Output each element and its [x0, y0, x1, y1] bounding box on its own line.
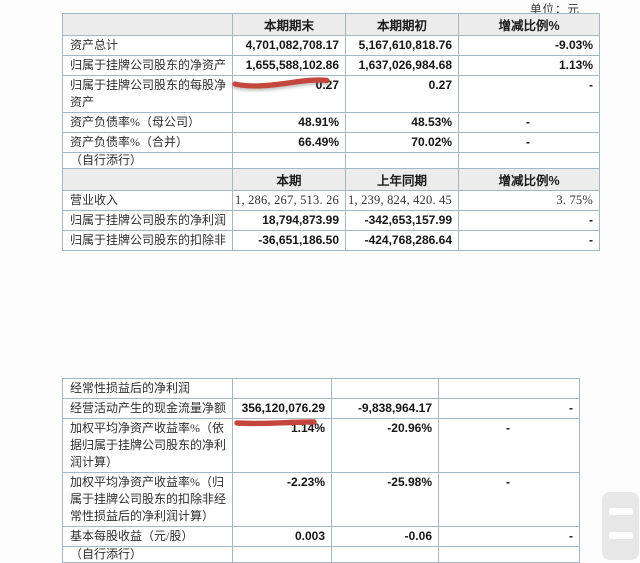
cell-period-begin: 48.53% [345, 112, 459, 133]
cell-change [438, 378, 580, 399]
table-row-net-assets-per-share: 归属于挂牌公司股东的每股净资产 0.27 0.27 - [62, 75, 600, 113]
table-row-placeholder: （自行添行） [62, 546, 580, 563]
col-header-change-ratio: 增减比例% [458, 13, 600, 36]
row-label: 归属于挂牌公司股东的净利润 [62, 210, 233, 231]
metrics-table: 经常性损益后的净利润 经营活动产生的现金流量净额 356,120,076.29 … [62, 378, 580, 563]
row-label: 加权平均净资产收益率%（归属于挂牌公司股东的扣除非经常性损益后的净利润计算） [62, 472, 233, 527]
cell-current: 18,794,873.99 [232, 210, 346, 231]
menu-bar-icon [609, 532, 633, 539]
row-label: 归属于挂牌公司股东的每股净资产 [62, 75, 233, 113]
cell-change [458, 152, 600, 169]
row-label: 资产负债率%（母公司） [62, 112, 233, 133]
col-header-period-end: 本期期末 [232, 13, 346, 36]
table-row-net-profit: 归属于挂牌公司股东的净利润 18,794,873.99 -342,653,157… [62, 210, 600, 231]
balance-income-summary-table: 本期期末 本期期初 增减比例% 资产总计 4,701,082,708.17 5,… [62, 13, 600, 251]
row-label: 加权平均净资产收益率%（依据归属于挂牌公司股东的净利润计算） [62, 418, 233, 473]
row-label: 经营活动产生的现金流量净额 [62, 398, 233, 419]
cell-change: - [458, 230, 600, 251]
cell-change: 1.13% [458, 55, 600, 76]
table-row-debt-ratio-parent: 资产负债率%（母公司） 48.91% 48.53% - [62, 112, 600, 133]
cell-period-begin: 5,167,610,818.76 [345, 35, 459, 56]
cell-prior: -424,768,286.64 [345, 230, 459, 251]
col-header-prior-period: 上年同期 [345, 168, 459, 191]
cell-prior: -342,653,157.99 [345, 210, 459, 231]
cell-prior [331, 378, 439, 399]
cell-period-begin: 0.27 [345, 75, 459, 113]
cell-prior: -9,838,964.17 [331, 398, 439, 419]
cell-change [438, 546, 580, 563]
table-row-placeholder: （自行添行） [62, 152, 600, 169]
cell-prior: -20.96% [331, 418, 439, 473]
cell-current: 1, 286, 267, 513. 26 [232, 190, 346, 211]
row-label: 资产总计 [62, 35, 233, 56]
cell-change: - [458, 132, 600, 153]
cell-period-end: 66.49% [232, 132, 346, 153]
cell-change: - [438, 398, 580, 419]
row-label: 资产负债率%（合并） [62, 132, 233, 153]
table-row-weighted-roe-deducted: 加权平均净资产收益率%（归属于挂牌公司股东的扣除非经常性损益后的净利润计算） -… [62, 472, 580, 527]
row-label: 归属于挂牌公司股东的扣除非 [62, 230, 233, 251]
cell-prior: 1, 239, 824, 420. 45 [345, 190, 459, 211]
floating-menu-button[interactable] [602, 492, 639, 560]
balance-header-row: 本期期末 本期期初 增减比例% [62, 13, 600, 36]
cell-period-end: 1,655,588,102.86 [232, 55, 346, 76]
col-header-change-ratio: 增减比例% [458, 168, 600, 191]
cell-change: 3. 75% [458, 190, 600, 211]
row-label: （自行添行） [62, 546, 233, 563]
table-row-deducted-profit-part1: 归属于挂牌公司股东的扣除非 -36,651,186.50 -424,768,28… [62, 230, 600, 251]
cell-current: -36,651,186.50 [232, 230, 346, 251]
cell-current [232, 378, 332, 399]
cell-change: -9.03% [458, 35, 600, 56]
cell-change: - [458, 75, 600, 113]
cell-period-begin: 1,637,026,984.68 [345, 55, 459, 76]
table-row-deducted-profit-part2: 经常性损益后的净利润 [62, 378, 580, 399]
table-row-total-assets: 资产总计 4,701,082,708.17 5,167,610,818.76 -… [62, 35, 600, 56]
cell-period-begin [345, 152, 459, 169]
cell-prior [331, 546, 439, 563]
row-label: 归属于挂牌公司股东的净资产 [62, 55, 233, 76]
row-label: 基本每股收益（元/股） [62, 526, 233, 547]
table-row-net-assets: 归属于挂牌公司股东的净资产 1,655,588,102.86 1,637,026… [62, 55, 600, 76]
label-column-header [62, 13, 233, 36]
cell-prior: -25.98% [331, 472, 439, 527]
col-header-current-period: 本期 [232, 168, 346, 191]
cell-current: -2.23% [232, 472, 332, 527]
table-row-basic-eps: 基本每股收益（元/股） 0.003 -0.06 - [62, 526, 580, 547]
row-label: 经常性损益后的净利润 [62, 378, 233, 399]
cell-change: - [458, 210, 600, 231]
cell-current [232, 546, 332, 563]
cell-current: 1.14% [232, 418, 332, 473]
cell-period-end: 4,701,082,708.17 [232, 35, 346, 56]
table-row-weighted-roe-net-profit: 加权平均净资产收益率%（依据归属于挂牌公司股东的净利润计算） 1.14% -20… [62, 418, 580, 473]
row-label: （自行添行） [62, 152, 233, 169]
col-header-period-begin: 本期期初 [345, 13, 459, 36]
cell-period-end: 48.91% [232, 112, 346, 133]
menu-bar-icon [609, 508, 633, 515]
cell-change: - [438, 418, 580, 473]
cell-period-end [232, 152, 346, 169]
label-column-header [62, 168, 233, 191]
cell-period-begin: 70.02% [345, 132, 459, 153]
income-header-row: 本期 上年同期 增减比例% [62, 168, 600, 191]
cell-current: 356,120,076.29 [232, 398, 332, 419]
cell-change: - [438, 472, 580, 527]
cell-current: 0.003 [232, 526, 332, 547]
cell-change: - [458, 112, 600, 133]
table-row-revenue: 营业收入 1, 286, 267, 513. 26 1, 239, 824, 4… [62, 190, 600, 211]
table-row-operating-cash-flow: 经营活动产生的现金流量净额 356,120,076.29 -9,838,964.… [62, 398, 580, 419]
cell-period-end: 0.27 [232, 75, 346, 113]
cell-prior: -0.06 [331, 526, 439, 547]
cell-change: - [438, 526, 580, 547]
table-row-debt-ratio-consolidated: 资产负债率%（合并） 66.49% 70.02% - [62, 132, 600, 153]
row-label: 营业收入 [62, 190, 233, 211]
